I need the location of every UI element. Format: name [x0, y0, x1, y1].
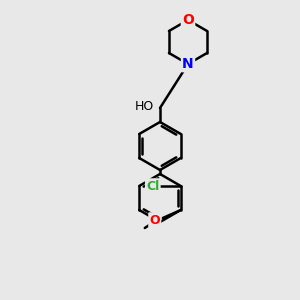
Text: O: O — [149, 214, 160, 226]
Text: Cl: Cl — [146, 179, 159, 193]
Text: O: O — [182, 13, 194, 27]
Text: HO: HO — [134, 100, 154, 112]
Text: N: N — [182, 57, 194, 71]
